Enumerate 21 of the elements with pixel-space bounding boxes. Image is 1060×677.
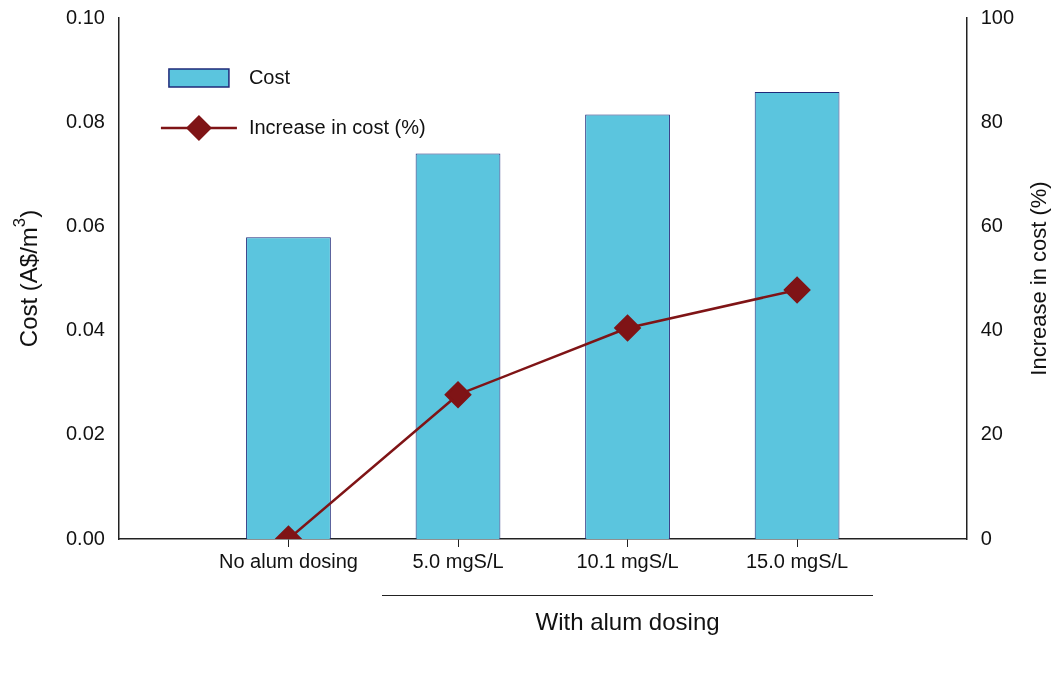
- x-tick-label: 5.0 mgS/L: [412, 549, 504, 572]
- x-tick-label: No alum dosing: [218, 549, 358, 572]
- y2-tick-label: 0: [980, 526, 992, 549]
- x-tick-label: 15.0 mgS/L: [745, 549, 849, 572]
- y-tick-label: 0.02: [65, 422, 105, 445]
- y2-tick-label: 20: [980, 422, 1003, 445]
- y2-tick-label: 60: [980, 213, 1003, 236]
- y-tick-label: 0.00: [65, 526, 105, 549]
- legend-label: Cost: [248, 65, 291, 88]
- legend-label: Increase in cost (%): [248, 115, 426, 138]
- y2-tick-label: 100: [980, 5, 1015, 28]
- text: With alum dosing: [535, 607, 720, 635]
- y2-axis-title: Increase in cost (%): [1026, 181, 1052, 376]
- y-tick-label: 0.06: [65, 213, 105, 236]
- y-axis-title: Cost (A$/m3): [10, 209, 42, 348]
- y2-tick-label: 80: [980, 109, 1003, 132]
- y-tick-label: 0.10: [65, 5, 105, 28]
- x-tick-label: 10.1 mgS/L: [576, 549, 679, 572]
- y-tick-label: 0.08: [65, 109, 105, 132]
- y2-tick-label: 40: [980, 318, 1003, 341]
- y-tick-label: 0.04: [65, 318, 105, 341]
